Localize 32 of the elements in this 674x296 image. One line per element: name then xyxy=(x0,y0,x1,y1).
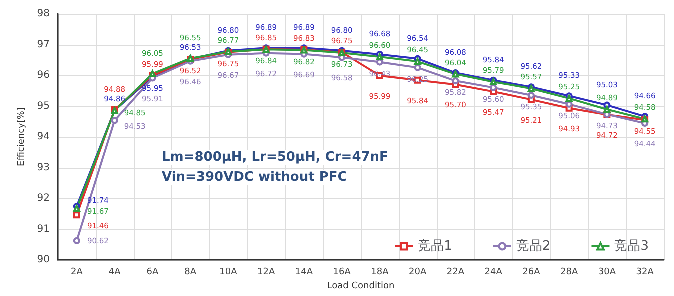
x-tick-label: 4A xyxy=(108,268,122,278)
y-tick-label: 98 xyxy=(37,8,50,20)
y-tick-label: 91 xyxy=(37,224,50,235)
x-tick-label: 26A xyxy=(522,268,542,278)
legend-label: 竞品3 xyxy=(614,239,650,254)
x-tick-label: 12A xyxy=(258,268,276,278)
y-axis-title: Efficiency[%] xyxy=(16,108,27,166)
x-tick-label: 14A xyxy=(295,268,314,278)
x-tick-label: 32A xyxy=(636,268,655,278)
x-tick-label: 18A xyxy=(371,268,390,278)
y-tick-label: 92 xyxy=(37,193,50,204)
y-tick-label: 93 xyxy=(37,162,50,174)
legend-label: 竞品2 xyxy=(516,239,551,254)
y-tick-label: 90 xyxy=(37,254,50,266)
y-tick-label: 94 xyxy=(37,132,50,142)
y-tick-label: 96 xyxy=(37,70,50,81)
x-tick-label: 22A xyxy=(446,268,466,278)
x-tick-label: 24A xyxy=(484,268,504,278)
x-tick-label: 8A xyxy=(184,268,198,278)
x-tick-label: 20A xyxy=(409,268,428,278)
x-axis-title: Load Condition xyxy=(327,281,395,292)
x-tick-label: 28A xyxy=(560,268,579,278)
x-tick-label: 30A xyxy=(598,268,617,278)
annotation: Vin=390VDC without PFC xyxy=(162,170,348,185)
legend-label: 竞品1 xyxy=(418,239,452,254)
y-tick-label: 95 xyxy=(37,100,50,112)
y-tick-label: 97 xyxy=(37,39,50,50)
x-tick-label: 16A xyxy=(333,268,352,278)
x-tick-label: 6A xyxy=(146,268,160,278)
x-tick-label: 10A xyxy=(220,268,238,278)
annotation: Lm=800μH, Lr=50μH, Cr=47nF xyxy=(162,150,388,165)
x-tick-label: 2A xyxy=(70,268,84,278)
